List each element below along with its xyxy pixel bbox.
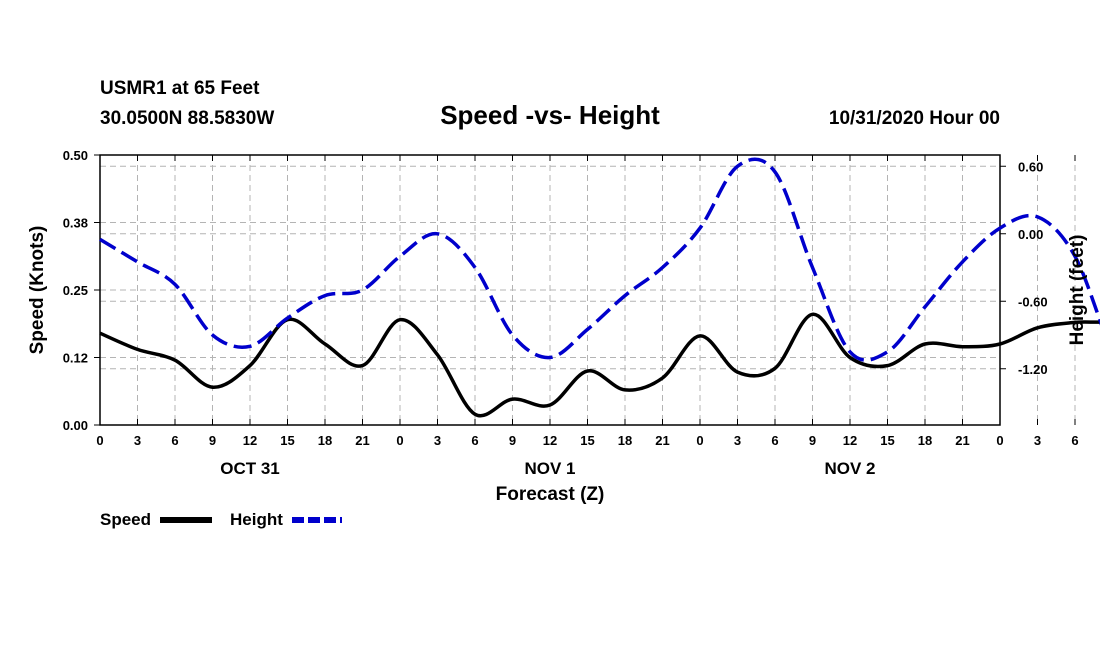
x-axis-label: Forecast (Z)	[496, 484, 605, 505]
x-tick-label: 0	[96, 433, 103, 448]
day-label: NOV 1	[524, 459, 575, 478]
coordinates-label: 30.0500N 88.5830W	[100, 108, 274, 129]
speed-series-line	[99, 312, 1100, 418]
x-tick-label: 21	[655, 433, 669, 448]
chart-title: Speed -vs- Height	[440, 100, 660, 130]
day-label: OCT 31	[220, 459, 280, 478]
x-tick-label: 6	[171, 433, 178, 448]
x-tick-label: 0	[696, 433, 703, 448]
legend-speed-label: Speed	[100, 510, 151, 529]
y-left-tick-label: 0.50	[63, 148, 88, 163]
x-tick-label: 18	[318, 433, 332, 448]
x-tick-label: 12	[543, 433, 557, 448]
y-left-tick-label: 0.25	[63, 283, 88, 298]
x-tick-label: 15	[580, 433, 594, 448]
x-tick-label: 6	[471, 433, 478, 448]
y-right-tick-label: 0.60	[1018, 159, 1043, 174]
x-tick-label: 15	[880, 433, 894, 448]
series-layer	[99, 157, 1100, 418]
x-tick-label: 21	[955, 433, 969, 448]
y-right-tick-label: -0.60	[1018, 294, 1048, 309]
x-tick-label: 15	[280, 433, 294, 448]
grid-layer	[100, 155, 1076, 425]
y-left-tick-label: 0.00	[63, 418, 88, 433]
datetime-label: 10/31/2020 Hour 00	[829, 108, 1000, 129]
x-tick-label: 12	[843, 433, 857, 448]
x-tick-label: 12	[243, 433, 257, 448]
y-right-axis-label: Height (feet)	[1067, 235, 1088, 346]
x-tick-label: 18	[918, 433, 932, 448]
x-tick-label: 3	[734, 433, 741, 448]
x-tick-label: 0	[996, 433, 1003, 448]
height-series-line	[99, 157, 1100, 362]
y-left-tick-label: 0.12	[63, 351, 88, 366]
y-right-tick-label: 0.00	[1018, 227, 1043, 242]
x-tick-label: 0	[396, 433, 403, 448]
legend-height-label: Height	[230, 510, 283, 529]
x-tick-label: 6	[1071, 433, 1078, 448]
day-label: NOV 2	[824, 459, 875, 478]
x-tick-label: 9	[509, 433, 516, 448]
y-left-axis-label: Speed (Knots)	[27, 226, 48, 355]
x-tick-label: 6	[771, 433, 778, 448]
y-right-tick-label: -1.20	[1018, 362, 1048, 377]
x-tick-label: 21	[355, 433, 369, 448]
x-tick-label: 18	[618, 433, 632, 448]
y-left-tick-label: 0.38	[63, 216, 88, 231]
x-tick-label: 3	[1034, 433, 1041, 448]
x-tick-label: 9	[209, 433, 216, 448]
x-tick-label: 9	[809, 433, 816, 448]
x-tick-label: 3	[434, 433, 441, 448]
station-label: USMR1 at 65 Feet	[100, 78, 260, 99]
x-tick-label: 3	[134, 433, 141, 448]
tick-layer: 0369121518210369121518210369121518210369…	[63, 148, 1079, 478]
